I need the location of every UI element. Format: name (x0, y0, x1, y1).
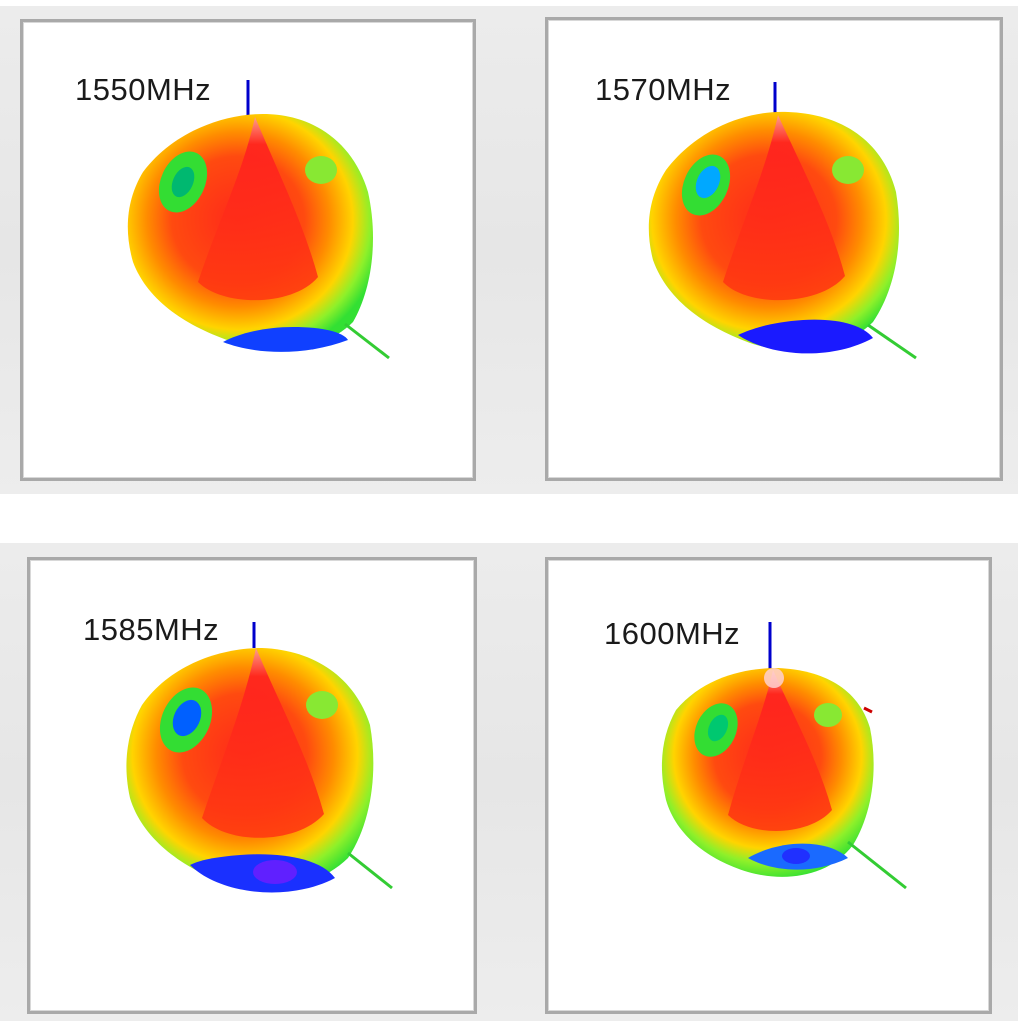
radiation-pattern-3d (127, 80, 390, 360)
y-axis-tip (863, 706, 873, 714)
frequency-label: 1585MHz (83, 612, 220, 647)
pattern-panel-1585: 1585MHz (27, 557, 477, 1014)
radiation-pattern-3d (661, 622, 907, 890)
x-axis-line (867, 323, 917, 360)
frequency-label: 1600MHz (604, 616, 741, 651)
x-axis-line (347, 851, 393, 890)
x-axis-line (847, 840, 907, 890)
radiation-pattern-3d (648, 82, 917, 360)
pattern-panel-1570: 1570MHz (545, 17, 1003, 481)
pattern-panel-1600: 1600MHz (545, 557, 992, 1014)
pattern-panel-1550: 1550MHz (20, 19, 476, 481)
frequency-label: 1570MHz (595, 72, 732, 107)
radiation-pattern-3d (126, 622, 393, 893)
frequency-label: 1550MHz (75, 72, 212, 107)
x-axis-line (344, 322, 390, 360)
